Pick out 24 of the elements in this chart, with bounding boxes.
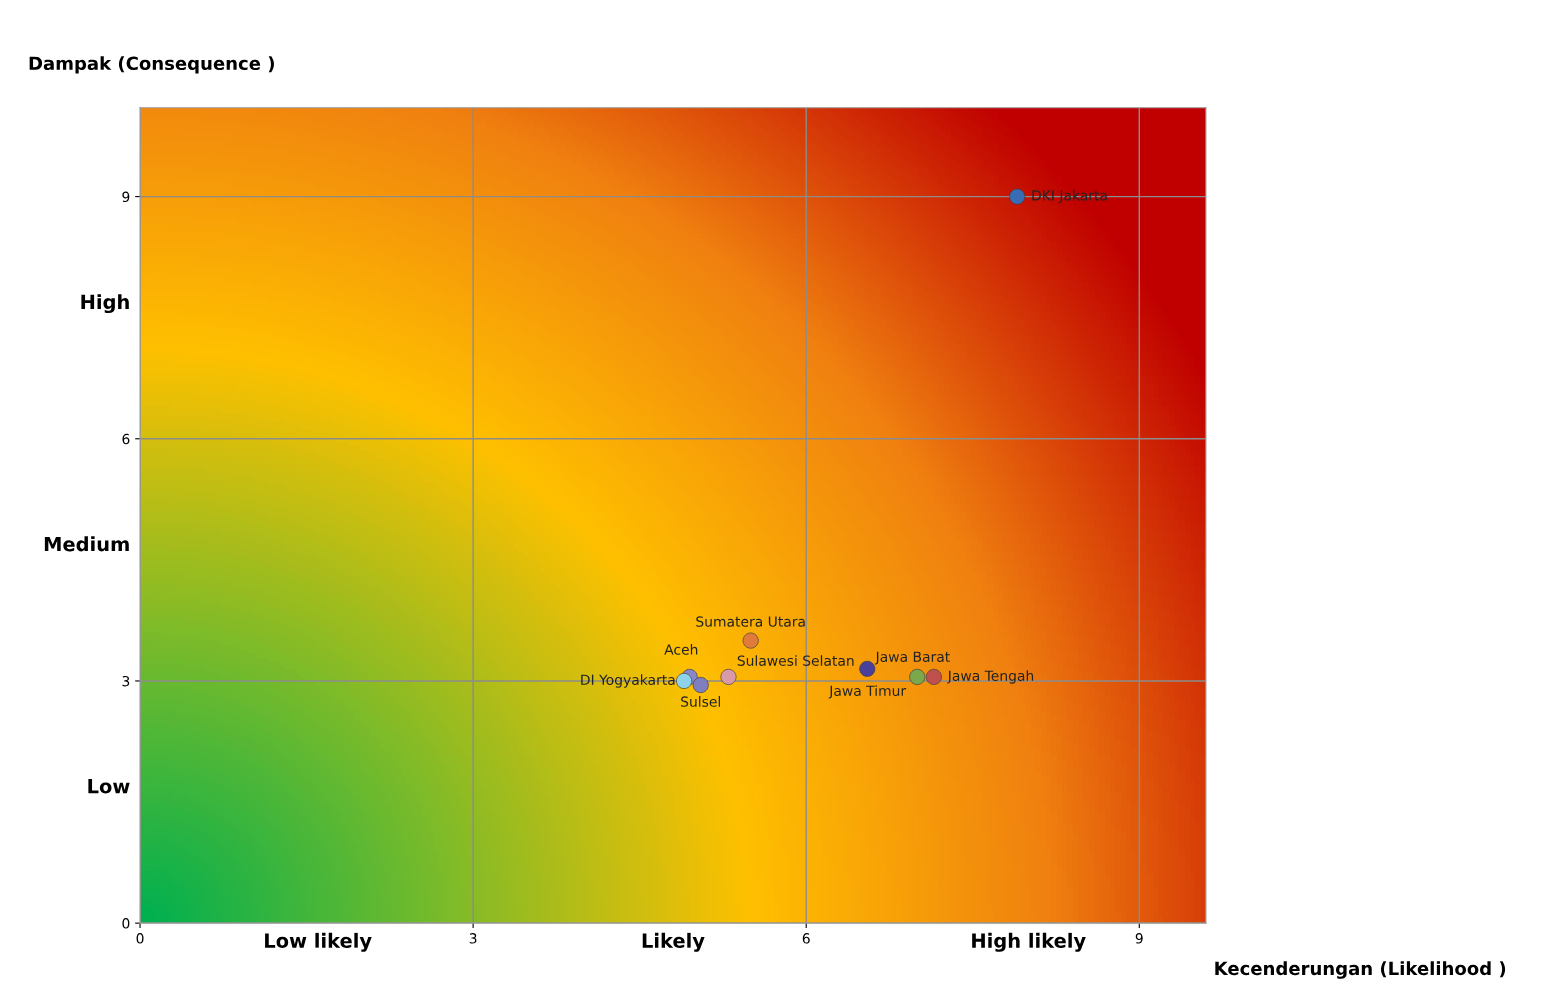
point: [720, 668, 737, 685]
x-tick-label: 3: [469, 933, 477, 944]
series-label: Sumatera Utara: [696, 616, 805, 627]
series-label: Aceh: [664, 644, 698, 655]
y-tick-label: 3: [122, 675, 130, 687]
series-label: Sulsel: [681, 696, 720, 707]
x-tick-label: Low likely: [265, 932, 372, 952]
y-tick-label: 0: [122, 918, 130, 929]
series-label: DI Yogyakarta: [581, 674, 675, 688]
y-tick-label: Low: [88, 779, 130, 794]
x-tick-label: 0: [136, 933, 144, 944]
y-axis-title: Dampak (Consequence ): [29, 56, 274, 74]
x-tick-label: High likely: [972, 932, 1086, 952]
x-tick-label: 6: [802, 933, 810, 944]
series-label: Jawa Tengah: [947, 670, 1034, 684]
x-axis-title: Kecenderungan (Likelihood ): [1215, 961, 1506, 979]
y-tick-label: High: [81, 294, 129, 314]
series-label: Jawa Barat: [874, 651, 950, 665]
y-tick-label: 9: [122, 191, 130, 203]
y-tick-label: Medium: [44, 536, 129, 552]
series-label: Jawa Timur: [828, 685, 907, 699]
x-tick-label: Likely: [642, 932, 705, 952]
x-tick-label: 9: [1135, 933, 1143, 944]
y-tick-label: 6: [122, 433, 130, 445]
